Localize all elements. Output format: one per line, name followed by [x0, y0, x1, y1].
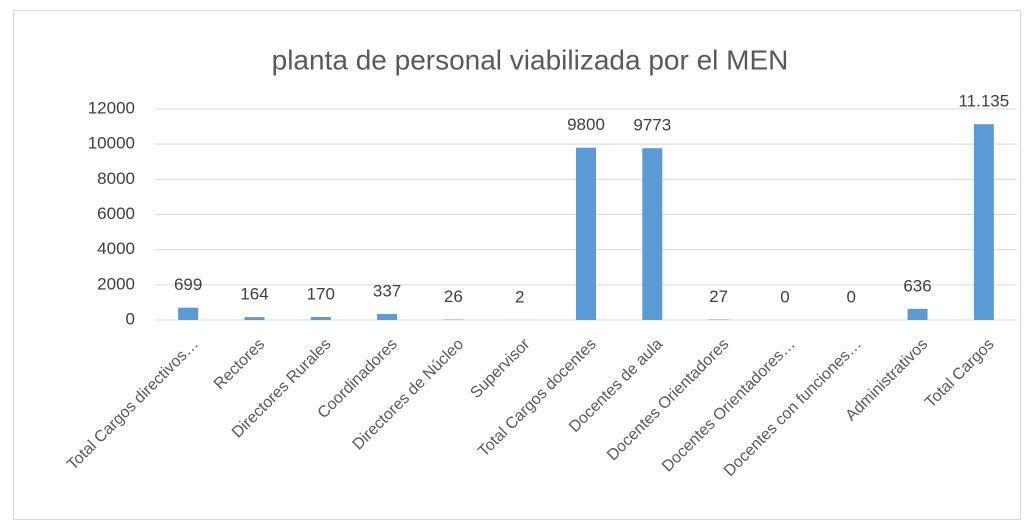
bar [377, 314, 398, 320]
y-tick-label: 4000 [97, 239, 135, 258]
bar [576, 147, 596, 320]
bar [178, 307, 199, 320]
y-tick-label: 6000 [97, 204, 135, 223]
data-label: 170 [307, 284, 335, 303]
data-label: 11.135 [958, 92, 1009, 111]
data-label: 0 [846, 287, 855, 306]
chart-border [13, 10, 1021, 520]
chart-title: planta de personal viabilizada por el ME… [272, 44, 789, 75]
bar [642, 148, 663, 320]
data-label: 699 [174, 275, 202, 294]
y-tick-label: 2000 [97, 274, 135, 293]
y-tick-label: 8000 [97, 169, 135, 188]
data-label: 9800 [567, 115, 605, 134]
data-label: 337 [373, 282, 401, 301]
bar [310, 317, 331, 320]
data-label: 26 [444, 287, 463, 306]
bar [973, 124, 994, 320]
data-label: 2 [515, 287, 524, 306]
bar [907, 308, 928, 320]
data-label: 0 [780, 287, 789, 306]
y-tick-label: 12000 [88, 98, 135, 117]
y-tick-label: 10000 [88, 134, 135, 153]
data-label: 27 [709, 287, 728, 306]
data-label: 164 [240, 285, 268, 304]
data-label: 9773 [633, 116, 671, 135]
data-label: 636 [903, 276, 931, 295]
bar [244, 317, 265, 320]
y-tick-label: 0 [126, 309, 135, 328]
